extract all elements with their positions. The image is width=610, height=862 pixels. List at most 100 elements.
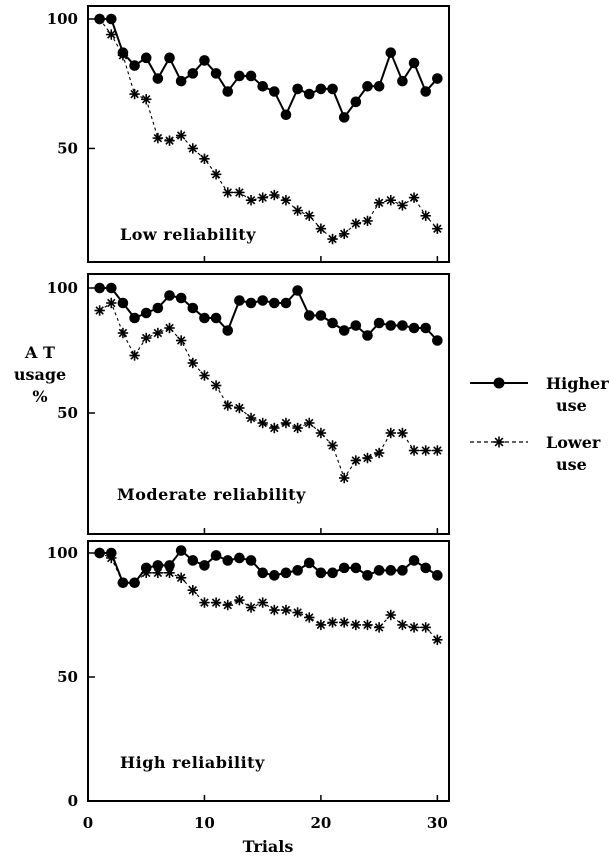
y-tick-label: 100	[47, 10, 78, 28]
point-higher	[140, 52, 152, 64]
point-higher	[257, 295, 268, 306]
point-lower	[432, 445, 443, 456]
point-higher	[303, 88, 315, 100]
point-lower	[408, 445, 420, 456]
point-lower	[280, 604, 292, 616]
point-lower	[432, 223, 443, 234]
point-higher	[432, 335, 443, 346]
legend-entry-lower: Lower use	[470, 433, 601, 474]
point-higher	[280, 297, 292, 309]
y-axis-title: A T usage %	[14, 343, 66, 406]
point-lower	[385, 609, 396, 621]
point-higher	[140, 562, 152, 574]
panel-frame	[87, 5, 450, 263]
point-lower	[304, 417, 315, 429]
point-lower	[397, 200, 408, 211]
point-higher	[269, 570, 280, 581]
point-higher	[432, 73, 443, 84]
panel-label: Low reliability	[120, 225, 256, 244]
point-lower	[234, 402, 245, 414]
point-higher	[164, 290, 175, 301]
point-higher	[397, 320, 408, 331]
point-higher	[338, 325, 350, 336]
point-lower	[292, 422, 303, 434]
point-lower	[141, 332, 152, 344]
point-higher	[94, 547, 105, 559]
point-higher	[117, 577, 129, 589]
point-higher	[187, 555, 199, 566]
point-lower	[362, 619, 373, 631]
point-higher	[315, 567, 327, 579]
point-lower	[175, 130, 187, 141]
point-higher	[164, 560, 175, 571]
point-higher	[175, 75, 187, 87]
point-higher	[222, 86, 234, 97]
point-lower	[292, 607, 303, 618]
point-lower	[385, 195, 396, 206]
point-lower	[106, 297, 117, 309]
point-lower	[397, 427, 408, 439]
y-tick-label: 100	[47, 544, 78, 562]
point-lower	[210, 380, 222, 391]
point-lower	[222, 187, 233, 198]
point-lower	[164, 135, 175, 146]
point-lower	[420, 210, 431, 221]
panel-frame	[87, 540, 450, 802]
point-lower	[210, 597, 222, 608]
y-tick-label: 50	[57, 404, 78, 422]
point-higher	[175, 292, 187, 304]
point-lower	[222, 599, 233, 611]
point-higher	[152, 560, 164, 571]
x-tick-label: 30	[427, 814, 448, 832]
point-lower	[106, 29, 117, 40]
point-higher	[199, 560, 210, 571]
point-higher	[105, 282, 117, 294]
point-lower	[420, 445, 431, 456]
point-lower	[292, 205, 303, 216]
point-higher	[187, 302, 199, 314]
point-higher	[152, 73, 164, 84]
point-lower	[280, 417, 292, 429]
y-tick-label: 100	[47, 279, 78, 297]
point-higher	[94, 282, 105, 294]
point-lower	[152, 567, 164, 579]
point-higher	[373, 81, 385, 92]
point-higher	[129, 577, 140, 589]
y-axis-title-line-3: %	[32, 387, 47, 406]
legend-entry-higher: Higher use	[470, 374, 609, 415]
point-lower	[199, 370, 210, 381]
point-higher	[210, 550, 222, 561]
point-lower	[304, 612, 315, 623]
y-tick-label: 0	[68, 792, 78, 810]
point-lower	[280, 195, 292, 206]
point-lower	[245, 412, 257, 424]
series-line-lower	[99, 302, 438, 480]
point-higher	[385, 320, 397, 331]
point-higher	[420, 86, 432, 97]
point-higher	[234, 70, 245, 82]
point-lower	[129, 350, 140, 361]
point-higher	[303, 557, 315, 569]
point-lower	[175, 335, 187, 346]
point-higher	[234, 552, 245, 564]
y-axis-title-line-1: A T	[24, 343, 55, 362]
point-lower	[315, 619, 327, 631]
legend-label-higher-line-2: use	[556, 396, 587, 415]
point-higher	[199, 312, 210, 324]
point-higher	[269, 297, 280, 309]
panel-2: 50 100 Moderate reliability	[47, 273, 450, 535]
point-lower	[397, 619, 408, 631]
point-higher	[105, 547, 117, 559]
point-lower	[362, 452, 373, 464]
point-higher	[432, 570, 443, 581]
point-higher	[222, 555, 234, 566]
point-lower	[269, 422, 280, 434]
point-higher	[245, 297, 257, 309]
point-higher	[327, 567, 338, 579]
point-higher	[397, 565, 408, 576]
point-lower	[199, 597, 210, 608]
x-axis: 0 10 20 30	[83, 814, 448, 832]
point-lower	[94, 305, 105, 316]
y-axis-title-line-2: usage	[14, 365, 66, 384]
point-higher	[222, 325, 234, 336]
